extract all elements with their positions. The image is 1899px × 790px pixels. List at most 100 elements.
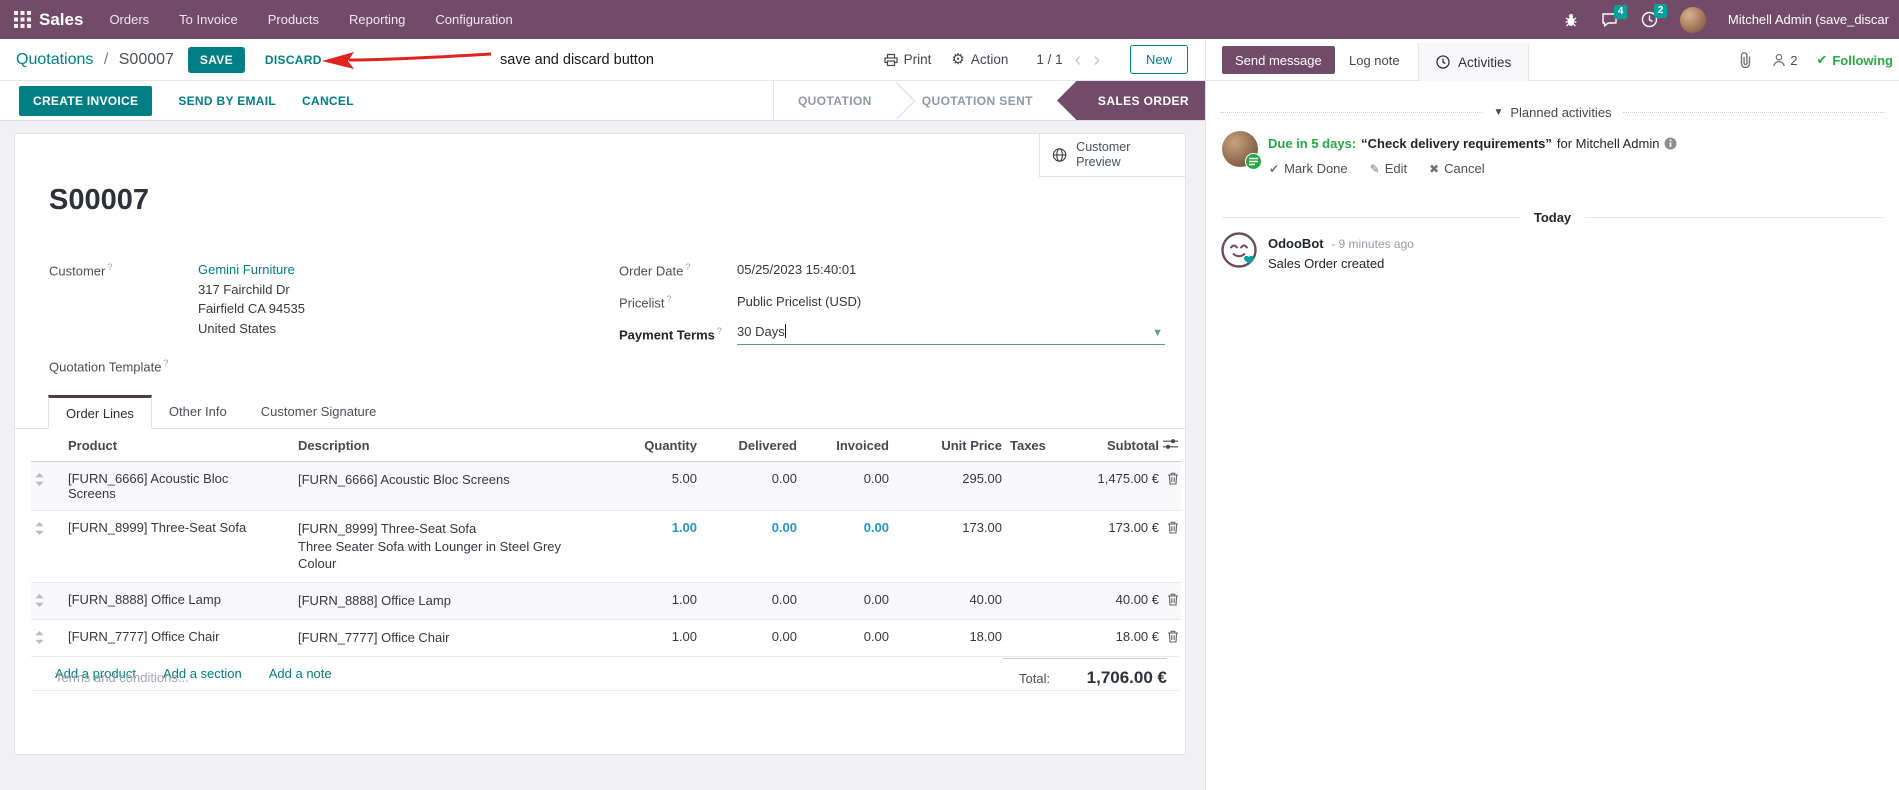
cell-unit-price[interactable]: 295.00 <box>893 461 1006 511</box>
add-a-product-link[interactable]: Add a product <box>55 666 136 681</box>
cell-delivered[interactable]: 0.00 <box>701 619 801 657</box>
cell-description[interactable]: [FURN_8999] Three-Seat Sofa Three Seater … <box>281 510 576 583</box>
drag-handle-icon[interactable] <box>35 594 44 610</box>
pager-previous-icon[interactable]: ‹ <box>1074 48 1082 71</box>
cell-quantity[interactable]: 1.00 <box>576 619 701 657</box>
menu-configuration[interactable]: Configuration <box>435 12 513 27</box>
cell-invoiced[interactable]: 0.00 <box>801 619 893 657</box>
col-taxes[interactable]: Taxes <box>1006 429 1071 462</box>
cell-unit-price[interactable]: 18.00 <box>893 619 1006 657</box>
attachment-paperclip-icon[interactable] <box>1738 52 1753 68</box>
cell-taxes[interactable] <box>1006 510 1071 583</box>
cell-taxes[interactable] <box>1006 582 1071 620</box>
app-name[interactable]: Sales <box>39 9 84 29</box>
cancel-activity-button[interactable]: ✖ Cancel <box>1429 161 1485 176</box>
delete-line-icon[interactable] <box>1163 619 1181 657</box>
messages-icon[interactable]: 4 <box>1601 4 1628 28</box>
cancel-button[interactable]: CANCEL <box>302 93 354 108</box>
tab-order-lines[interactable]: Order Lines <box>48 395 152 429</box>
order-date-value[interactable]: 05/25/2023 15:40:01 <box>737 262 857 277</box>
order-line-row[interactable]: [FURN_7777] Office Chair [FURN_7777] Off… <box>31 619 1181 657</box>
cell-unit-price[interactable]: 173.00 <box>893 510 1006 583</box>
cell-delivered[interactable]: 0.00 <box>701 461 801 511</box>
col-invoiced[interactable]: Invoiced <box>801 429 893 462</box>
col-product[interactable]: Product <box>53 429 281 462</box>
edit-activity-button[interactable]: ✎ Edit <box>1369 161 1408 176</box>
menu-to-invoice[interactable]: To Invoice <box>179 12 238 27</box>
tab-other-info[interactable]: Other Info <box>168 404 227 419</box>
payment-terms-input[interactable]: 30 Days ▼ <box>737 324 1165 345</box>
breadcrumb-quotations[interactable]: Quotations <box>16 50 94 68</box>
apps-grid-icon[interactable] <box>14 11 31 28</box>
cell-delivered[interactable]: 0.00 <box>701 510 801 583</box>
activities-button[interactable]: Activities <box>1418 43 1530 81</box>
info-icon[interactable] <box>1664 137 1677 150</box>
menu-products[interactable]: Products <box>267 12 320 27</box>
cell-taxes[interactable] <box>1006 619 1071 657</box>
debug-bug-icon[interactable] <box>1563 12 1579 28</box>
add-a-section-link[interactable]: Add a section <box>162 666 242 681</box>
save-button[interactable]: SAVE <box>187 46 245 73</box>
terms-placeholder[interactable]: Terms and conditions... <box>55 670 189 685</box>
delete-line-icon[interactable] <box>1163 461 1181 511</box>
new-button[interactable]: New <box>1129 45 1188 74</box>
order-line-row[interactable]: [FURN_8999] Three-Seat Sofa [FURN_8999] … <box>31 510 1181 583</box>
add-a-note-link[interactable]: Add a note <box>268 666 332 681</box>
delete-line-icon[interactable] <box>1163 582 1181 620</box>
cell-product[interactable]: [FURN_7777] Office Chair <box>53 619 281 657</box>
col-subtotal[interactable]: Subtotal <box>1071 429 1163 462</box>
cell-product[interactable]: [FURN_6666] Acoustic Bloc Screens <box>53 461 281 511</box>
followers-button[interactable]: 2 <box>1772 53 1797 68</box>
cell-description[interactable]: [FURN_6666] Acoustic Bloc Screens <box>281 461 576 511</box>
drag-handle-icon[interactable] <box>35 631 44 647</box>
tab-customer-signature[interactable]: Customer Signature <box>260 404 377 419</box>
mark-done-button[interactable]: ✔ Mark Done <box>1269 161 1348 176</box>
customer-preview-button[interactable]: Customer Preview <box>1039 134 1185 177</box>
cell-taxes[interactable] <box>1006 461 1071 511</box>
cell-description[interactable]: [FURN_8888] Office Lamp <box>281 582 576 620</box>
pricelist-value[interactable]: Public Pricelist (USD) <box>737 294 862 309</box>
send-message-button[interactable]: Send message <box>1222 46 1335 74</box>
cell-quantity[interactable]: 1.00 <box>576 510 701 583</box>
col-delivered[interactable]: Delivered <box>701 429 801 462</box>
text-cursor <box>784 324 786 338</box>
print-button[interactable]: Print <box>884 52 931 67</box>
menu-reporting[interactable]: Reporting <box>349 12 406 27</box>
cell-delivered[interactable]: 0.00 <box>701 582 801 620</box>
discard-button[interactable]: DISCARD <box>264 52 322 67</box>
step-quotation-sent[interactable]: QUOTATION SENT <box>921 93 1033 108</box>
pager-next-icon[interactable]: › <box>1093 48 1100 71</box>
col-unit-price[interactable]: Unit Price <box>893 429 1006 462</box>
user-name[interactable]: Mitchell Admin (save_discar <box>1727 12 1889 27</box>
cell-unit-price[interactable]: 40.00 <box>893 582 1006 620</box>
user-avatar[interactable] <box>1679 6 1706 33</box>
log-note-button[interactable]: Log note <box>1349 46 1400 74</box>
cell-description[interactable]: [FURN_7777] Office Chair <box>281 619 576 657</box>
col-quantity[interactable]: Quantity <box>576 429 701 462</box>
delete-line-icon[interactable] <box>1163 510 1181 583</box>
cell-quantity[interactable]: 5.00 <box>576 461 701 511</box>
cell-invoiced[interactable]: 0.00 <box>801 461 893 511</box>
cell-invoiced[interactable]: 0.00 <box>801 510 893 583</box>
message-author[interactable]: OdooBot <box>1268 236 1324 251</box>
send-by-email-button[interactable]: SEND BY EMAIL <box>178 93 277 108</box>
action-button[interactable]: ⚙ Action <box>951 51 1009 68</box>
activities-clock-icon[interactable]: 2 <box>1641 4 1668 28</box>
order-line-row[interactable]: [FURN_6666] Acoustic Bloc Screens [FURN_… <box>31 461 1181 511</box>
customer-link[interactable]: Gemini Furniture <box>198 262 295 277</box>
col-description[interactable]: Description <box>281 429 576 462</box>
drag-handle-icon[interactable] <box>35 522 44 538</box>
cell-invoiced[interactable]: 0.00 <box>801 582 893 620</box>
planned-activities-toggle[interactable]: ▼ Planned activities <box>1493 105 1612 120</box>
following-button[interactable]: ✔ Following <box>1816 52 1893 68</box>
cell-product[interactable]: [FURN_8888] Office Lamp <box>53 582 281 620</box>
cell-quantity[interactable]: 1.00 <box>576 582 701 620</box>
order-line-row[interactable]: [FURN_8888] Office Lamp [FURN_8888] Offi… <box>31 582 1181 620</box>
optional-columns-icon[interactable] <box>1163 429 1181 462</box>
drag-handle-icon[interactable] <box>35 473 44 489</box>
step-quotation[interactable]: QUOTATION <box>797 93 872 108</box>
dropdown-caret-icon[interactable]: ▼ <box>1152 327 1163 339</box>
cell-product[interactable]: [FURN_8999] Three-Seat Sofa <box>53 510 281 583</box>
create-invoice-button[interactable]: CREATE INVOICE <box>19 85 153 116</box>
menu-orders[interactable]: Orders <box>109 12 150 27</box>
